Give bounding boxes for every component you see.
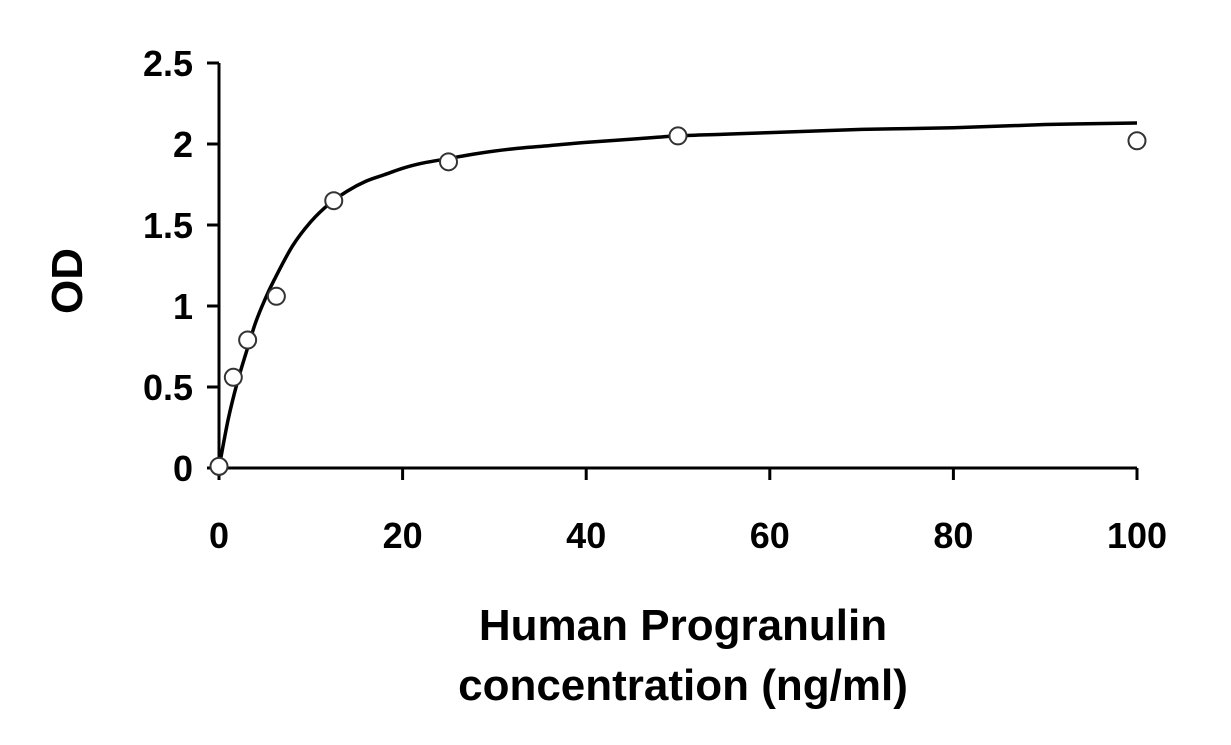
- y-ticks: 0 0.5 1 1.5 2 2.5: [143, 43, 219, 489]
- x-tick-label: 60: [750, 515, 790, 556]
- y-tick-label: 1.5: [143, 205, 193, 246]
- x-tick-label: 20: [383, 515, 423, 556]
- y-tick-label: 2.5: [143, 43, 193, 84]
- y-tick-label: 2: [173, 124, 193, 165]
- x-axis-title-line2: concentration (ng/ml): [458, 661, 908, 710]
- y-tick-label: 1: [173, 286, 193, 327]
- x-axis-title-line1: Human Progranulin: [479, 601, 887, 650]
- data-point: [1127, 131, 1147, 151]
- data-points: [209, 126, 1147, 476]
- data-point: [209, 456, 229, 476]
- data-point: [238, 330, 258, 350]
- x-tick-label: 40: [566, 515, 606, 556]
- y-axis-title: OD: [43, 248, 92, 314]
- x-ticks: 0 20 40 60 80 100: [209, 468, 1167, 556]
- data-point: [668, 126, 688, 146]
- y-tick-label: 0.5: [143, 367, 193, 408]
- x-tick-label: 0: [209, 515, 229, 556]
- x-tick-label: 100: [1107, 515, 1167, 556]
- x-tick-label: 80: [933, 515, 973, 556]
- y-tick-label: 0: [173, 448, 193, 489]
- plot-area: 0 0.5 1 1.5 2 2.5 0 20 40 60 80 100: [143, 43, 1167, 556]
- fit-curve: [217, 121, 1138, 469]
- data-point: [324, 191, 344, 211]
- data-point: [439, 152, 458, 172]
- data-point: [266, 286, 286, 306]
- data-point: [223, 367, 243, 387]
